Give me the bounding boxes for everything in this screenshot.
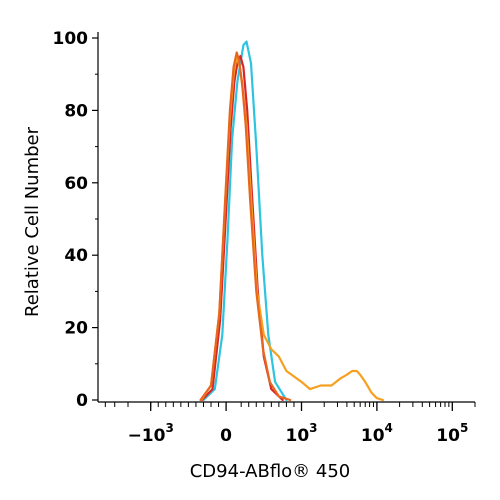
x-tick-label: 104 <box>361 421 393 446</box>
x-tick-label: 0 <box>220 426 232 446</box>
x-axis-title: CD94-ABflo® 450 <box>190 461 351 482</box>
axes-layer: 0 20 40 60 80 100 −103 0 103 104 105 <box>53 29 476 446</box>
x-tick-label: 105 <box>436 421 468 446</box>
y-tick-label: 60 <box>64 174 88 194</box>
y-tick-label: 0 <box>76 391 88 411</box>
x-tick-label: −103 <box>128 421 174 446</box>
y-tick-label: 100 <box>53 29 89 49</box>
y-tick-label: 80 <box>64 101 88 121</box>
y-axis-title: Relative Cell Number <box>22 126 43 317</box>
y-tick-label: 20 <box>64 319 88 339</box>
histogram-series <box>199 51 292 402</box>
histogram-series <box>202 40 288 402</box>
x-tick-label: 103 <box>285 421 317 446</box>
y-tick-label: 40 <box>64 246 88 266</box>
series-layer <box>199 40 384 402</box>
